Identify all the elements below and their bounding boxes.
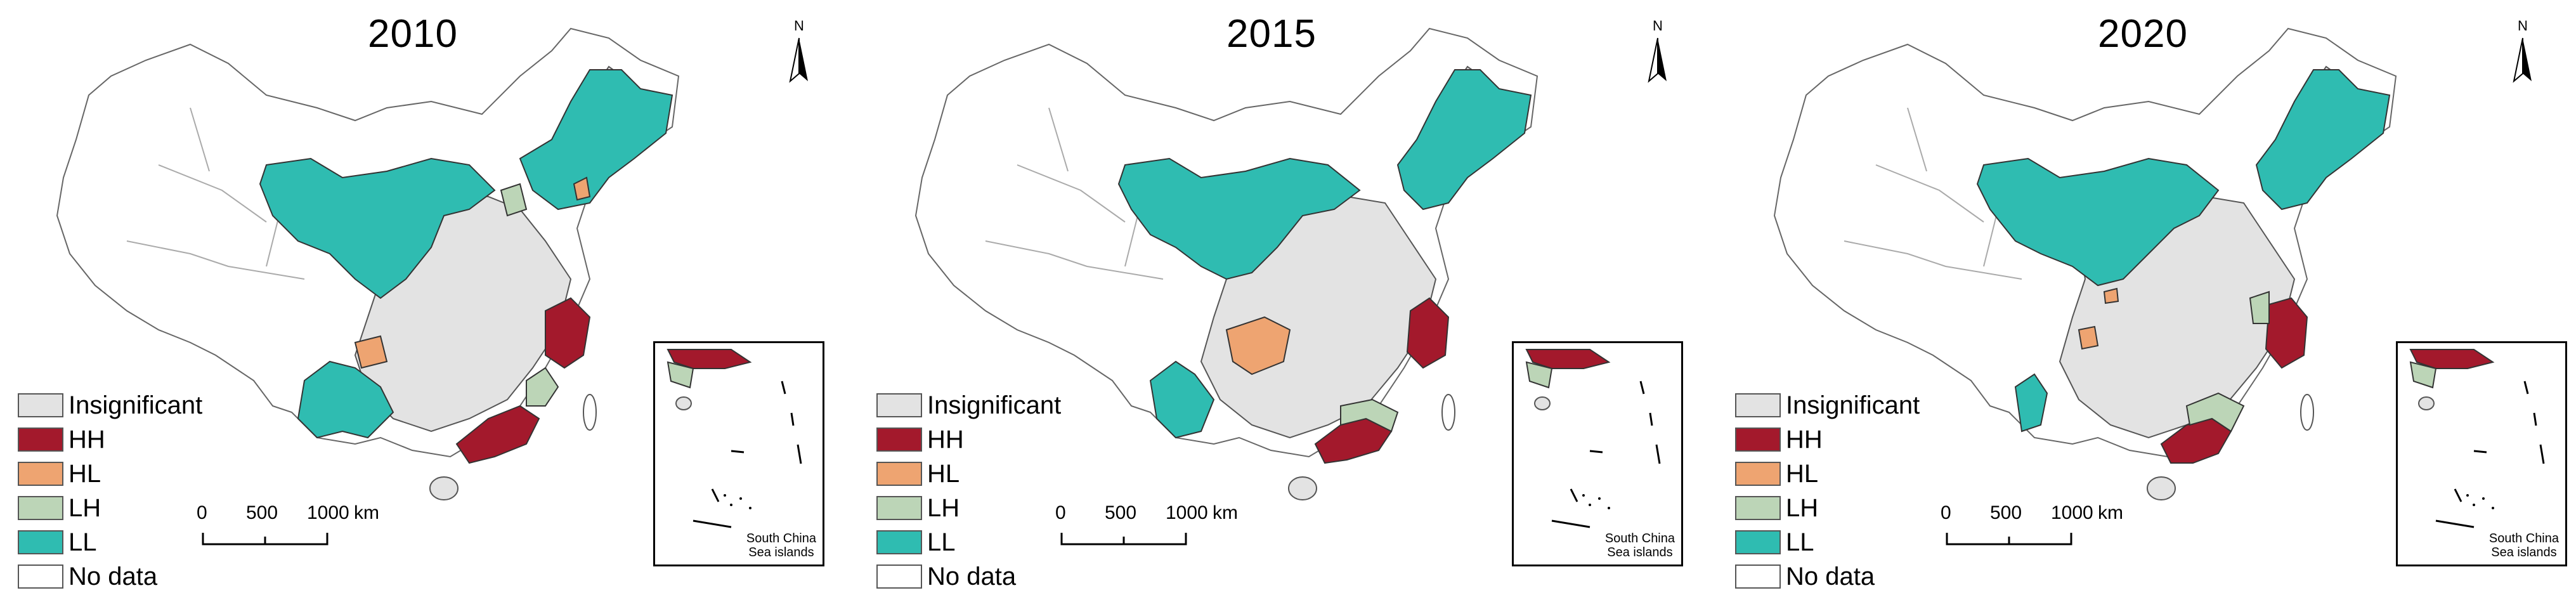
legend-item-hh: HH xyxy=(18,422,202,457)
north-arrow: N xyxy=(1639,18,1677,88)
china-map-2015 xyxy=(914,27,1538,500)
north-label: N xyxy=(794,18,804,34)
region-hh xyxy=(1406,297,1450,369)
map-panel-2015: 2015 N Insignificant HH HL LH LL No data… xyxy=(859,0,1717,607)
legend-item-lh: LH xyxy=(876,491,1061,525)
inset-south-china-sea: South China Sea islands xyxy=(2396,341,2567,566)
region-ll-north xyxy=(1117,157,1361,280)
legend-item-nodata: No data xyxy=(18,559,202,594)
inset-label: South China Sea islands xyxy=(2488,532,2559,559)
legend-item-nodata: No data xyxy=(1735,559,1920,594)
legend-item-hl: HL xyxy=(876,457,1061,491)
north-arrow-icon xyxy=(2513,37,2532,83)
year-title: 2020 xyxy=(2098,12,2188,56)
inset-south-china-sea: South China Sea islands xyxy=(1512,341,1683,566)
legend-item-insignificant: Insignificant xyxy=(876,388,1061,422)
north-label: N xyxy=(2518,18,2528,34)
legend-item-hl: HL xyxy=(1735,457,1920,491)
north-arrow: N xyxy=(780,18,818,88)
north-arrow-icon xyxy=(1648,37,1667,83)
north-arrow-icon xyxy=(789,37,808,83)
legend-item-hh: HH xyxy=(876,422,1061,457)
region-hl xyxy=(1225,316,1291,375)
legend-item-insignificant: Insignificant xyxy=(18,388,202,422)
map-panel-2010: 2010 N Insignificant HH HL LH LL No data… xyxy=(0,0,859,607)
legend-item-ll: LL xyxy=(18,525,202,559)
region-hh xyxy=(545,297,591,369)
region-hh xyxy=(2265,297,2308,369)
inset-label: South China Sea islands xyxy=(1604,532,1675,559)
legend-item-insignificant: Insignificant xyxy=(1735,388,1920,422)
year-title: 2010 xyxy=(368,12,458,56)
north-label: N xyxy=(1653,18,1663,34)
region-ll-north xyxy=(1976,157,2220,287)
inset-label: South China Sea islands xyxy=(746,532,816,559)
region-ll-north xyxy=(259,157,496,299)
map-panel-2020: 2020 N Insignificant HH HL LH LL No data… xyxy=(1717,0,2576,607)
legend-item-nodata: No data xyxy=(876,559,1061,594)
legend-item-hl: HL xyxy=(18,457,202,491)
legend: Insignificant HH HL LH LL No data xyxy=(1735,388,1920,594)
legend-item-lh: LH xyxy=(1735,491,1920,525)
legend-item-ll: LL xyxy=(876,525,1061,559)
china-map-2020 xyxy=(1773,27,2397,500)
legend-item-ll: LL xyxy=(1735,525,1920,559)
china-map-2010 xyxy=(56,27,680,500)
legend-item-hh: HH xyxy=(1735,422,1920,457)
legend-item-lh: LH xyxy=(18,491,202,525)
year-title: 2015 xyxy=(1226,12,1317,56)
legend: Insignificant HH HL LH LL No data xyxy=(876,388,1061,594)
north-arrow: N xyxy=(2504,18,2542,88)
inset-south-china-sea: South China Sea islands xyxy=(653,341,824,566)
legend: Insignificant HH HL LH LL No data xyxy=(18,388,202,594)
